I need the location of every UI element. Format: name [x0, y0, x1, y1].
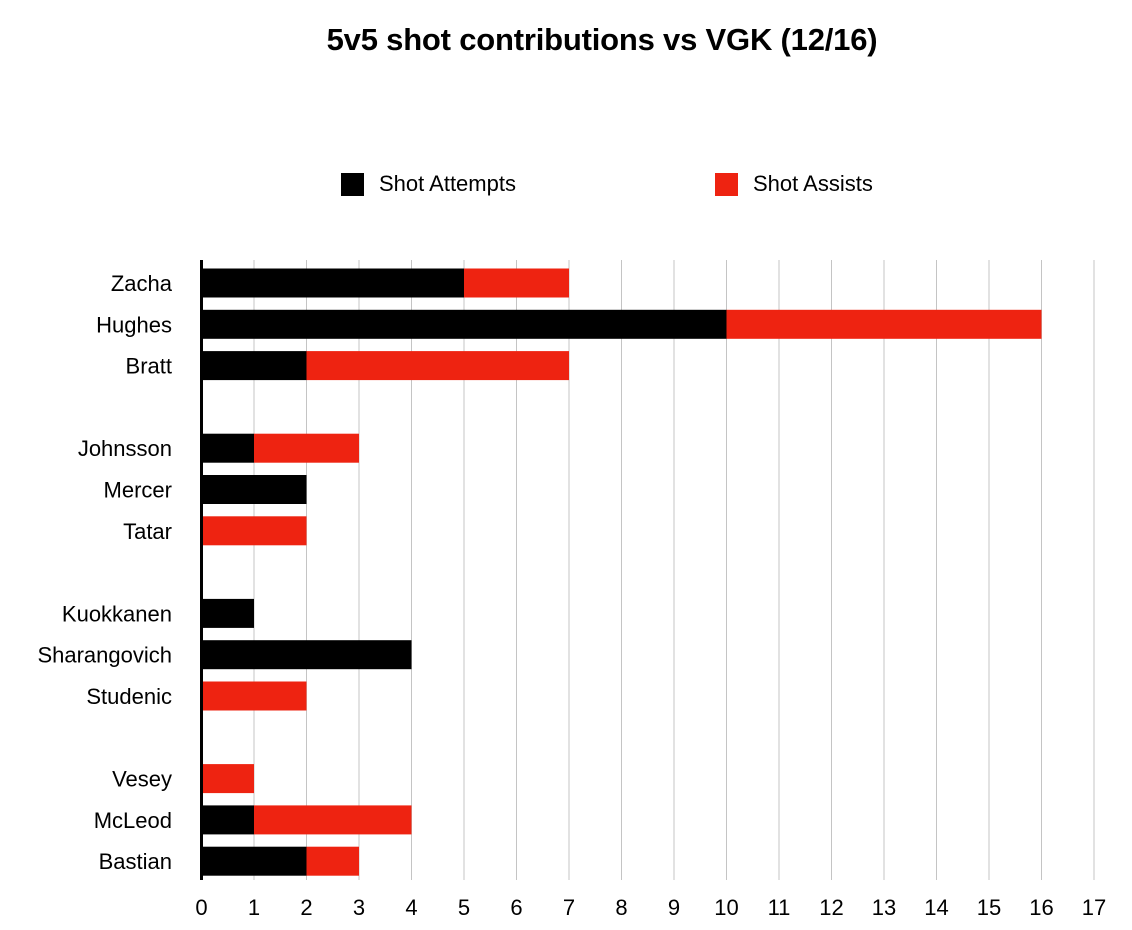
legend-swatch-shot-attempts: [341, 172, 364, 196]
bar-tatar-shot-assists: [201, 516, 307, 546]
bar-hughes-shot-attempts: [201, 309, 727, 339]
bar-mcleod-shot-assists: [254, 805, 412, 835]
category-label-tatar: Tatar: [123, 519, 172, 544]
bar-bratt-shot-attempts: [201, 351, 307, 381]
bar-bastian-shot-attempts: [201, 846, 307, 876]
x-tick-label: 10: [714, 895, 738, 920]
category-label-vesey: Vesey: [112, 767, 172, 792]
bar-mercer-shot-attempts: [201, 475, 307, 504]
category-label-kuokkanen: Kuokkanen: [62, 601, 172, 626]
x-tick-label: 13: [872, 895, 896, 920]
category-label-mercer: Mercer: [104, 478, 172, 503]
bar-bastian-shot-assists: [306, 846, 359, 876]
category-label-mcleod: McLeod: [94, 808, 172, 833]
x-tick-label: 7: [563, 895, 575, 920]
legend-label-shot-attempts: Shot Attempts: [379, 171, 516, 196]
x-tick-label: 11: [768, 895, 791, 920]
x-tick-label: 1: [248, 895, 260, 920]
chart-title: 5v5 shot contributions vs VGK (12/16): [326, 22, 878, 57]
category-label-bastian: Bastian: [99, 849, 172, 874]
x-tick-label: 12: [819, 895, 843, 920]
category-label-studenic: Studenic: [86, 684, 172, 709]
category-label-bratt: Bratt: [126, 354, 172, 379]
x-tick-label: 2: [300, 895, 312, 920]
bar-johnsson-shot-assists: [254, 433, 359, 463]
category-label-sharangovich: Sharangovich: [37, 643, 172, 668]
x-tick-label: 6: [510, 895, 522, 920]
bar-zacha-shot-assists: [464, 268, 569, 298]
x-tick-label: 16: [1029, 895, 1053, 920]
bar-studenic-shot-assists: [201, 681, 307, 711]
x-tick-label: 17: [1082, 895, 1106, 920]
x-tick-label: 9: [668, 895, 680, 920]
bar-johnsson-shot-attempts: [201, 433, 254, 463]
x-tick-label: 5: [458, 895, 470, 920]
x-tick-label: 3: [353, 895, 365, 920]
x-tick-label: 8: [615, 895, 627, 920]
x-tick-label: 14: [924, 895, 948, 920]
bar-sharangovich-shot-attempts: [201, 640, 412, 670]
category-label-johnsson: Johnsson: [78, 436, 172, 461]
legend-item-shot-attempts: Shot Attempts: [341, 170, 516, 198]
x-tick-label: 0: [195, 895, 207, 920]
bar-hughes-shot-assists: [726, 309, 1042, 339]
legend-swatch-shot-assists: [715, 172, 738, 196]
category-label-hughes: Hughes: [96, 312, 172, 337]
x-tick-label: 15: [977, 895, 1001, 920]
x-tick-label: 4: [405, 895, 417, 920]
legend-item-shot-assists: Shot Assists: [715, 170, 873, 198]
bar-kuokkanen-shot-attempts: [201, 598, 254, 628]
bar-zacha-shot-attempts: [201, 268, 464, 298]
category-label-zacha: Zacha: [111, 271, 173, 296]
legend: Shot Attempts Shot Assists: [0, 170, 1132, 200]
bar-mcleod-shot-attempts: [201, 805, 254, 835]
bar-bratt-shot-assists: [306, 351, 569, 381]
legend-label-shot-assists: Shot Assists: [753, 171, 873, 196]
bar-vesey-shot-assists: [201, 764, 254, 794]
